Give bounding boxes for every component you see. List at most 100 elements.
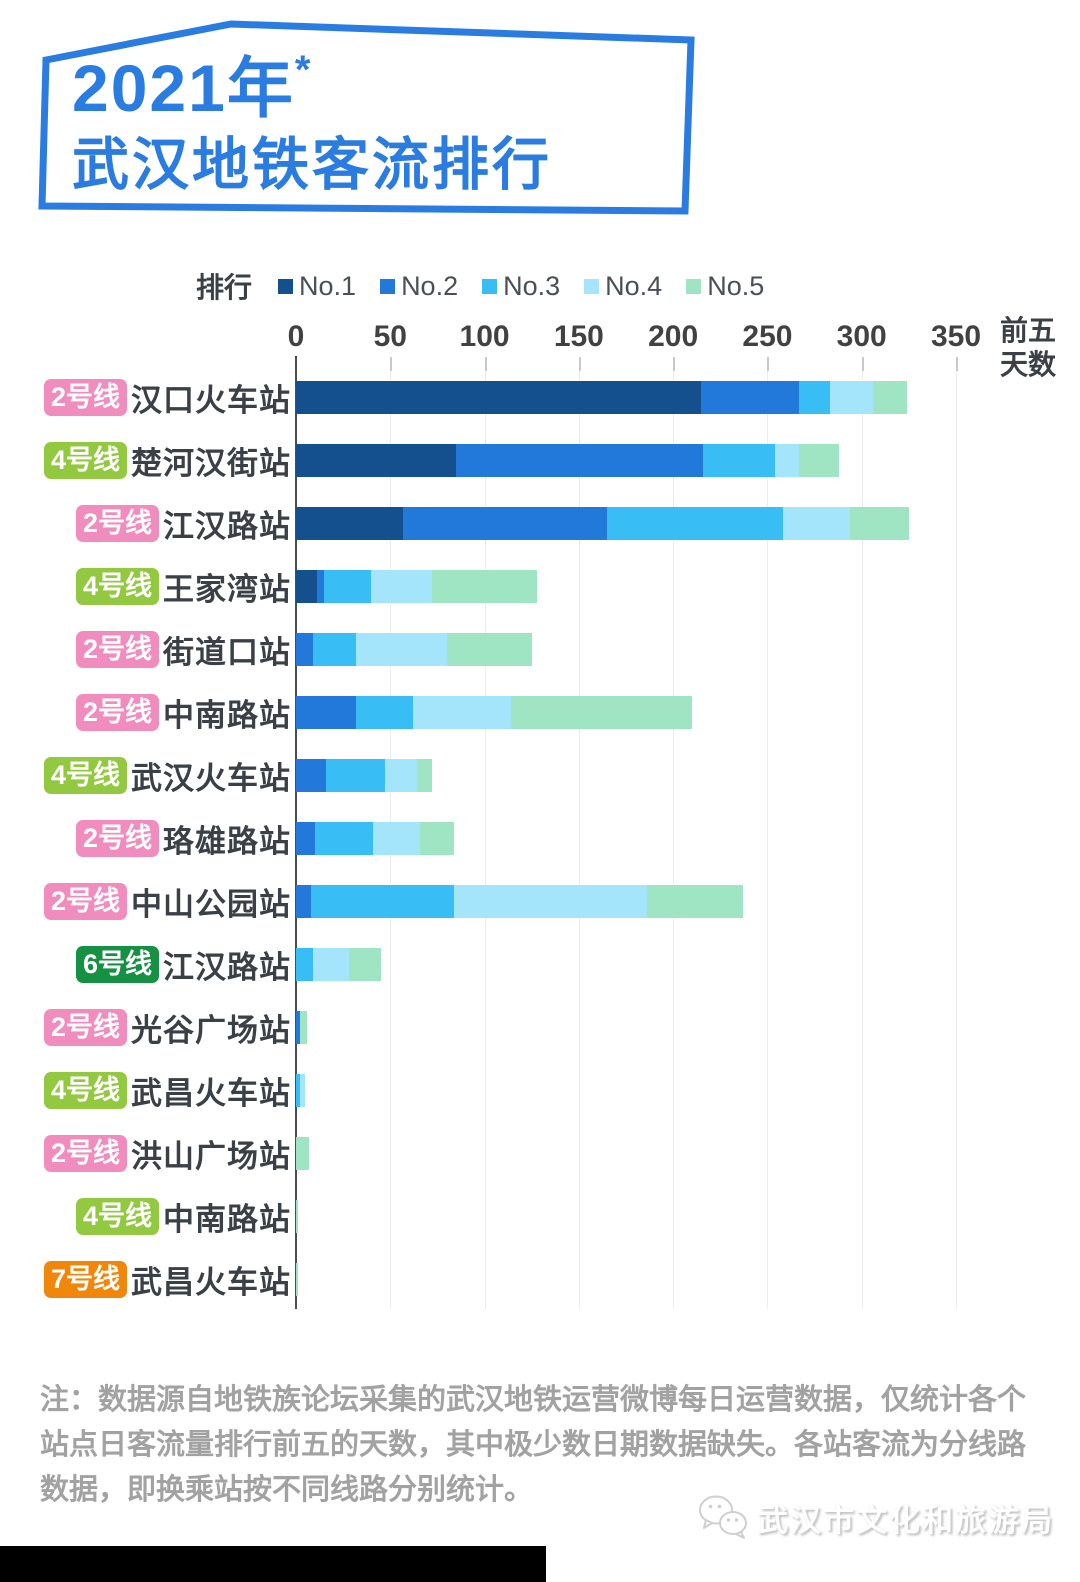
row-label: 2号线 洪山广场站 — [0, 1131, 296, 1176]
legend-label: No.4 — [605, 270, 663, 301]
bar-segment-no4 — [299, 1074, 306, 1107]
bar-segment-no4 — [356, 633, 447, 666]
bar-track — [296, 948, 956, 981]
x-tick-label: 50 — [373, 320, 407, 353]
bar-segment-no5 — [872, 381, 907, 414]
bar-track — [296, 1011, 956, 1044]
legend-label: No.5 — [707, 270, 765, 301]
gridline — [484, 357, 486, 1309]
station-label: 中南路站 — [163, 1202, 291, 1237]
line-badge: 2号线 — [75, 631, 159, 668]
x-axis: 0 50 100 150 200 250 300 350 — [288, 320, 981, 356]
x-tick-label: 300 — [836, 320, 887, 353]
tick-mark — [956, 357, 958, 371]
bar-segment-no5 — [299, 1011, 308, 1044]
bar-track — [296, 822, 956, 855]
bar-track — [296, 570, 956, 603]
bar-segment-no5 — [646, 885, 743, 918]
station-label: 街道口站 — [163, 635, 291, 670]
legend-title: 排行 — [196, 272, 253, 303]
bar-segment-no5 — [431, 570, 538, 603]
title-border-frame — [38, 20, 695, 215]
bar-track — [296, 1200, 956, 1233]
bar-segment-no5 — [296, 1200, 298, 1233]
bar-segment-no4 — [312, 948, 349, 981]
bar-track — [296, 507, 956, 540]
chart-row: 6号线 江汉路站 — [0, 933, 1080, 996]
tick-mark — [767, 357, 770, 371]
bar-track — [296, 381, 956, 414]
line-badge: 2号线 — [43, 1009, 127, 1046]
legend-swatch — [278, 278, 294, 294]
bar-segment-no2 — [316, 570, 325, 603]
title-year: 2021年* — [72, 48, 313, 125]
bar-track — [296, 633, 956, 666]
line-badge: 4号线 — [43, 1072, 127, 1109]
bar-segment-no3 — [324, 570, 372, 603]
bar-segment-no2 — [296, 759, 327, 792]
x-tick-label: 150 — [553, 320, 604, 353]
legend-item: No.5 — [686, 271, 764, 302]
title-box: 2021年* 武汉地铁客流排行 — [34, 10, 698, 222]
station-label: 光谷广场站 — [131, 1013, 291, 1048]
bar-segment-no1 — [296, 570, 317, 603]
station-label: 珞雄路站 — [163, 824, 291, 859]
brand-name: 武汉市文化和旅游局 — [757, 1502, 1054, 1538]
bar-track — [296, 444, 956, 477]
title-asterisk: * — [294, 48, 313, 92]
bar-segment-no1 — [296, 444, 457, 477]
gridline — [956, 357, 957, 1309]
station-label: 江汉路站 — [163, 950, 291, 985]
row-label: 4号线 王家湾站 — [0, 564, 296, 609]
row-label: 2号线 街道口站 — [0, 627, 296, 672]
station-label: 楚河汉街站 — [131, 446, 291, 481]
legend-items: No.1 No.2 No.3 No.4 No.5 — [278, 271, 764, 302]
chart-row: 4号线 中南路站 — [0, 1185, 1080, 1248]
station-label: 江汉路站 — [163, 509, 291, 544]
gridline — [767, 357, 769, 1309]
bar-segment-no3 — [314, 822, 374, 855]
legend-label: No.1 — [299, 270, 357, 301]
bar-segment-no1 — [296, 507, 404, 540]
line-badge: 2号线 — [43, 883, 127, 920]
row-label: 2号线 中南路站 — [0, 690, 296, 735]
chart-row: 2号线 汉口火车站 — [0, 366, 1080, 429]
x-tick-label: 350 — [930, 320, 982, 353]
bar-segment-no2 — [701, 381, 800, 414]
row-label: 4号线 楚河汉街站 — [0, 438, 296, 483]
chart-row: 2号线 中南路站 — [0, 681, 1080, 744]
chart-row: 2号线 珞雄路站 — [0, 807, 1080, 870]
bar-track — [296, 1074, 956, 1107]
bar-segment-no5 — [296, 1263, 298, 1296]
row-label: 2号线 光谷广场站 — [0, 1005, 296, 1050]
line-badge: 7号线 — [43, 1261, 127, 1298]
bar-segment-no4 — [829, 381, 873, 414]
station-label: 中南路站 — [163, 698, 291, 733]
tick-mark — [578, 357, 581, 371]
line-badge: 4号线 — [75, 1198, 159, 1235]
station-label: 中山公园站 — [131, 887, 291, 922]
station-label: 武昌火车站 — [131, 1265, 291, 1300]
legend-item: No.2 — [380, 271, 458, 302]
line-badge: 2号线 — [43, 1135, 127, 1172]
row-label: 7号线 武昌火车站 — [0, 1257, 296, 1302]
line-badge: 2号线 — [75, 505, 159, 542]
gridline — [673, 357, 675, 1309]
chart-row: 2号线 中山公园站 — [0, 870, 1080, 933]
line-badge: 4号线 — [43, 442, 127, 479]
chart-row: 2号线 光谷广场站 — [0, 996, 1080, 1059]
bar-segment-no3 — [312, 633, 357, 666]
line-badge: 2号线 — [75, 694, 159, 731]
page-title: 2021年* 武汉地铁客流排行 — [72, 50, 552, 194]
wechat-icon — [699, 1495, 747, 1539]
line-badge: 4号线 — [43, 757, 127, 794]
bar-segment-no2 — [456, 444, 704, 477]
line-badge: 2号线 — [43, 379, 127, 416]
tick-mark — [390, 357, 393, 371]
row-label: 4号线 武汉火车站 — [0, 753, 296, 798]
chart-row: 4号线 楚河汉街站 — [0, 429, 1080, 492]
bar-track — [296, 1137, 956, 1170]
x-axis-unit-line2: 天数 — [1000, 348, 1057, 380]
bar-segment-no1 — [296, 381, 702, 414]
bar-track — [296, 759, 956, 792]
